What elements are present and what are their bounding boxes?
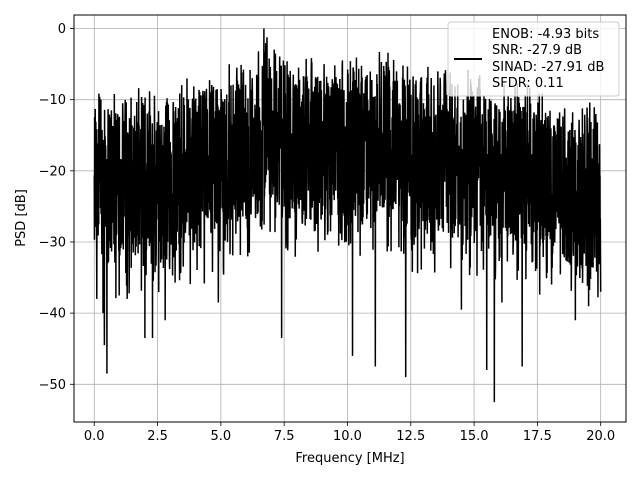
y-tick-label: −30 xyxy=(39,235,66,250)
x-tick-label: 15.0 xyxy=(460,429,489,444)
series-layer xyxy=(93,28,602,403)
x-tick-label: 20.0 xyxy=(586,429,615,444)
y-tick-label: −20 xyxy=(39,164,66,179)
legend-snr: SNR: -27.9 dB xyxy=(492,43,582,58)
psd-series-line xyxy=(93,28,602,403)
plot-frame xyxy=(73,14,627,423)
legend-sinad: SINAD: -27.91 dB xyxy=(492,60,604,75)
y-tick-label: 0 xyxy=(58,22,66,37)
legend: ENOB: -4.93 bits SNR: -27.9 dB SINAD: -2… xyxy=(447,21,620,97)
x-tick-label: 2.5 xyxy=(147,429,168,444)
y-tick-label: −10 xyxy=(39,93,66,108)
x-axis-label: Frequency [MHz] xyxy=(295,451,404,466)
y-axis: 0 −10 −20 −30 −40 −50 xyxy=(39,22,74,393)
y-tick-label: −40 xyxy=(39,307,66,322)
legend-sfdr: SFDR: 0.11 xyxy=(492,76,564,91)
x-tick-label: 7.5 xyxy=(274,429,295,444)
y-tick-label: −50 xyxy=(39,378,66,393)
x-tick-label: 10.0 xyxy=(333,429,362,444)
x-tick-label: 17.5 xyxy=(523,429,552,444)
legend-enob: ENOB: -4.93 bits xyxy=(492,27,599,42)
x-tick-label: 5.0 xyxy=(211,429,232,444)
legend-box xyxy=(447,21,620,97)
y-axis-label: PSD [dB] xyxy=(14,189,29,247)
x-tick-label: 12.5 xyxy=(396,429,425,444)
x-tick-label: 0.0 xyxy=(84,429,105,444)
x-axis: 0.0 2.5 5.0 7.5 10.0 12.5 15.0 17.5 20.0 xyxy=(84,422,615,444)
